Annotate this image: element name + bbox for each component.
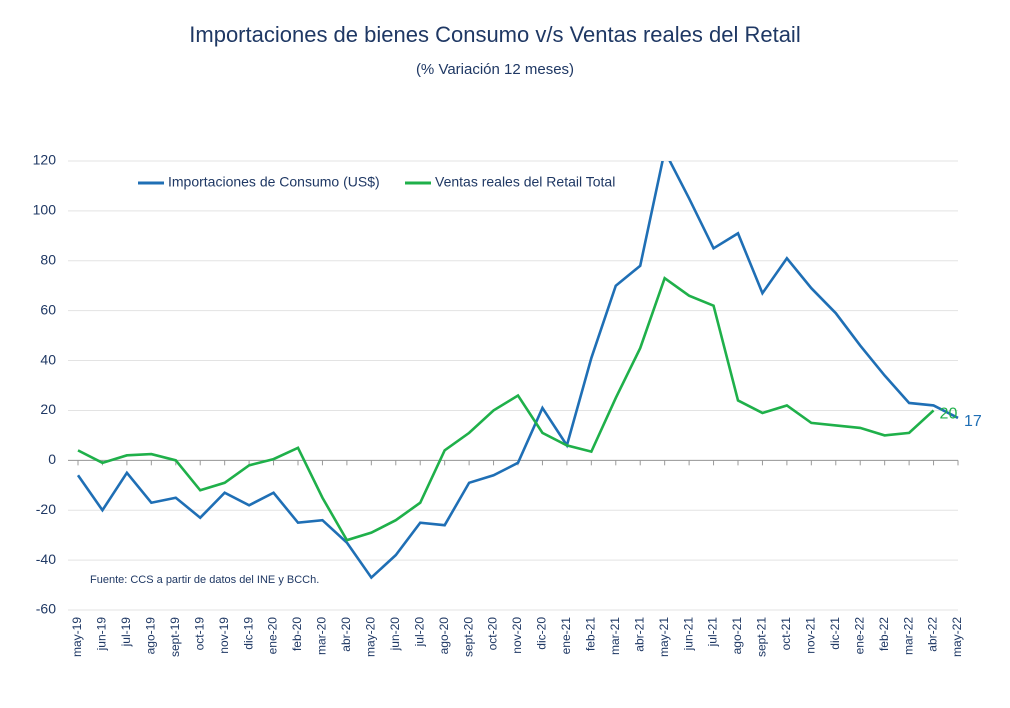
x-tick-label: ene-21 bbox=[559, 617, 573, 655]
y-tick-label: 80 bbox=[40, 251, 56, 267]
series-line bbox=[77, 276, 935, 542]
x-tick-label: ene-22 bbox=[852, 617, 866, 655]
x-tick-label: may-22 bbox=[950, 617, 964, 657]
x-tick-label: feb-21 bbox=[584, 617, 598, 651]
x-tick-label: dic-20 bbox=[535, 617, 549, 650]
x-tick-label: jul-21 bbox=[706, 617, 720, 648]
x-tick-label: nov-21 bbox=[804, 617, 818, 654]
x-tick-label: mar-20 bbox=[315, 617, 329, 655]
x-tick-label: nov-20 bbox=[510, 617, 524, 654]
x-tick-label: jul-20 bbox=[412, 617, 426, 648]
x-tick-label: ago-19 bbox=[144, 617, 158, 655]
x-tick-label: abr-22 bbox=[926, 617, 940, 652]
end-label: 20 bbox=[940, 406, 958, 423]
y-tick-label: 120 bbox=[33, 152, 57, 168]
legend-label: Ventas reales del Retail Total bbox=[435, 174, 615, 190]
end-label: 17 bbox=[964, 413, 982, 430]
y-tick-label: -40 bbox=[36, 551, 56, 567]
y-tick-label: -20 bbox=[36, 501, 56, 517]
x-tick-label: oct-19 bbox=[192, 617, 206, 651]
chart-subtitle: (% Variación 12 meses) bbox=[416, 61, 574, 78]
x-tick-label: dic-21 bbox=[828, 617, 842, 650]
x-tick-label: abr-21 bbox=[632, 617, 646, 652]
y-tick-label: 60 bbox=[40, 301, 56, 317]
y-tick-label: 20 bbox=[40, 401, 56, 417]
x-tick-label: sept-20 bbox=[461, 617, 475, 657]
x-tick-label: dic-19 bbox=[241, 617, 255, 650]
x-tick-label: may-19 bbox=[70, 617, 84, 657]
x-tick-label: ago-20 bbox=[437, 617, 451, 655]
legend-label: Importaciones de Consumo (US$) bbox=[168, 174, 380, 190]
x-tick-label: ago-21 bbox=[730, 617, 744, 655]
x-tick-label: may-21 bbox=[657, 617, 671, 657]
chart-title: Importaciones de bienes Consumo v/s Vent… bbox=[189, 22, 800, 47]
x-tick-label: oct-20 bbox=[486, 617, 500, 651]
x-tick-label: feb-20 bbox=[290, 617, 304, 651]
x-tick-label: sept-19 bbox=[168, 617, 182, 657]
x-tick-label: nov-19 bbox=[217, 617, 231, 654]
x-tick-label: sept-21 bbox=[755, 617, 769, 657]
x-tick-label: abr-20 bbox=[339, 617, 353, 652]
plot-area bbox=[76, 161, 959, 580]
x-tick-label: jul-19 bbox=[119, 617, 133, 648]
x-tick-label: jun-21 bbox=[681, 617, 695, 652]
x-tick-label: mar-21 bbox=[608, 617, 622, 655]
source-note: Fuente: CCS a partir de datos del INE y … bbox=[90, 574, 319, 586]
x-tick-label: mar-22 bbox=[901, 617, 915, 655]
x-tick-label: ene-20 bbox=[266, 617, 280, 655]
x-tick-label: feb-22 bbox=[877, 617, 891, 651]
y-tick-label: 0 bbox=[48, 451, 56, 467]
y-tick-label: 100 bbox=[33, 202, 57, 218]
x-tick-label: oct-21 bbox=[779, 617, 793, 651]
y-tick-label: -60 bbox=[36, 601, 56, 617]
y-tick-label: 40 bbox=[40, 351, 56, 367]
x-tick-label: may-20 bbox=[364, 617, 378, 657]
x-tick-label: jun-19 bbox=[95, 617, 109, 652]
x-tick-label: jun-20 bbox=[388, 617, 402, 652]
series-line bbox=[76, 161, 959, 580]
